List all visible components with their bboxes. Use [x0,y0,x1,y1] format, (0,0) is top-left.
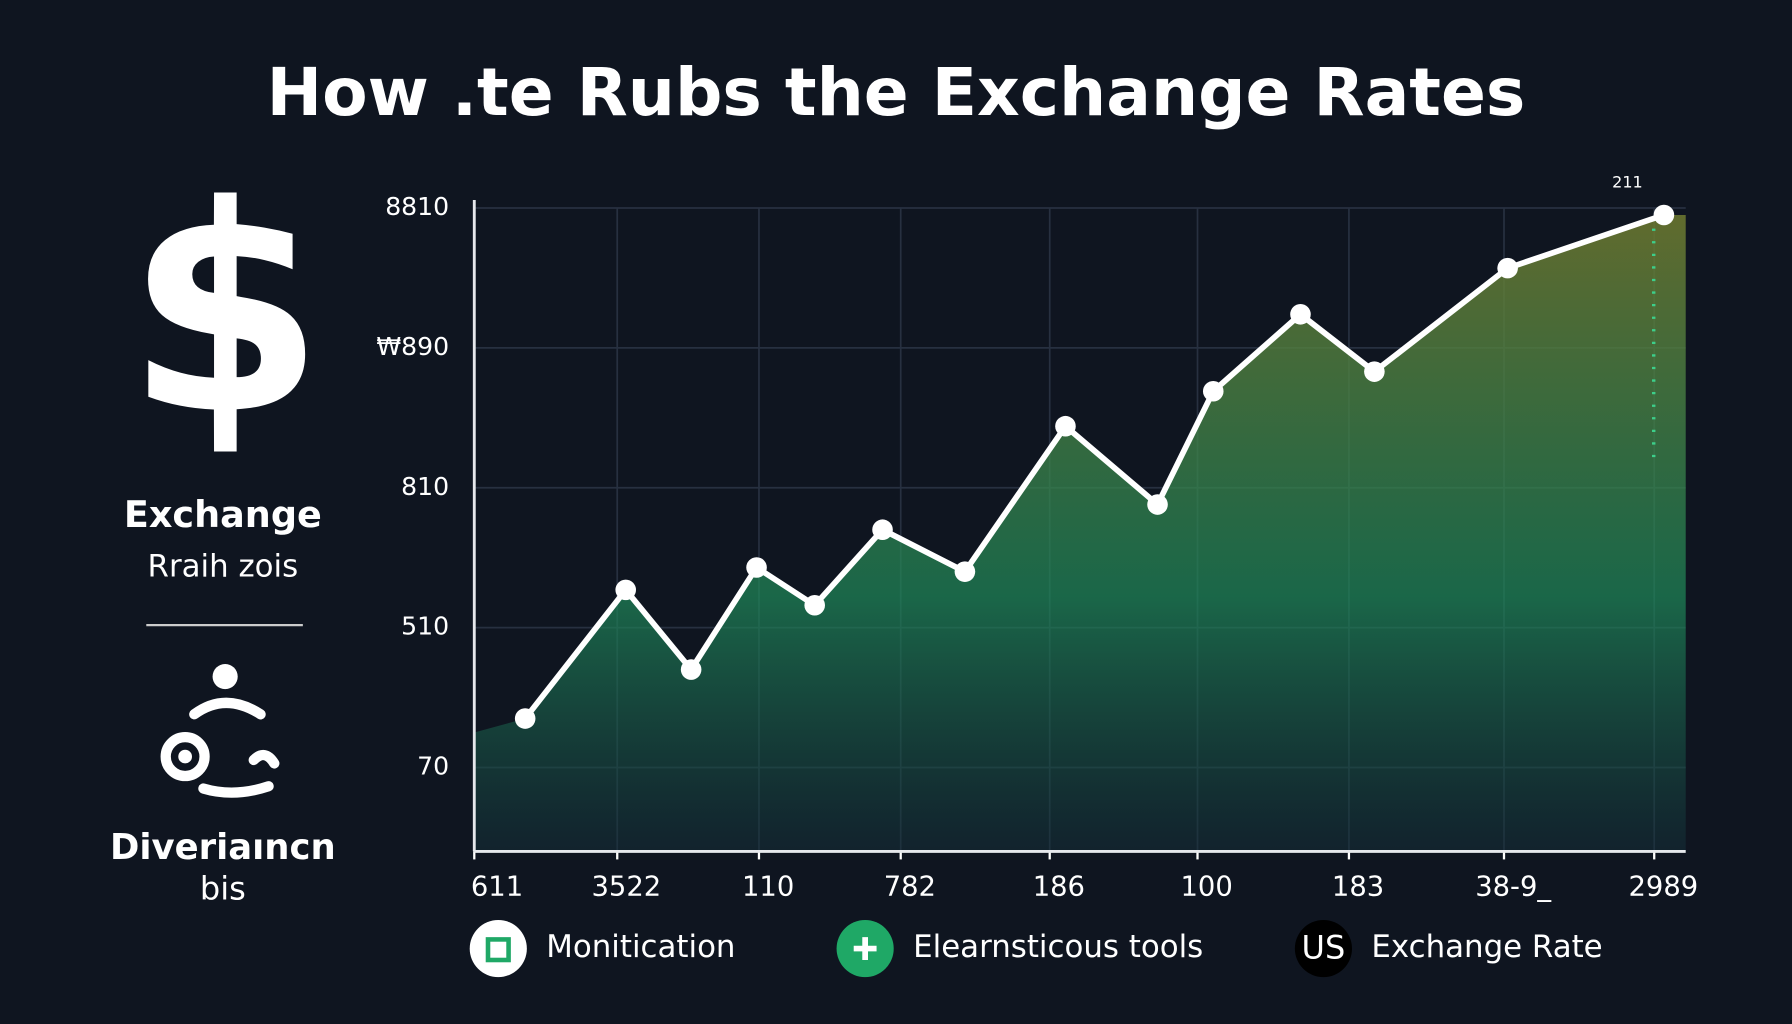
side-caption: Diveriaıncn [110,827,336,868]
legend-icon [469,920,527,978]
legend-icon-glyph [485,937,511,963]
dollar-symbol: $ [126,146,325,478]
point [872,519,893,540]
y-tick-label: 510 [401,612,449,641]
legend-label: Exchange Rate [1371,929,1602,965]
side-heading: Exchange [124,493,322,536]
point [1055,415,1076,437]
legend-icon-glyph [853,937,877,960]
annotation: 211 [1612,172,1643,191]
y-tick-label: 8810 [385,192,449,221]
legend-label: Elearnsticous tools [913,929,1203,965]
x-tick-label: 183 [1332,872,1384,903]
point [1147,494,1168,515]
x-tick-label: 3522 [592,872,662,903]
x-tick-label: 2989 [1628,872,1698,903]
point [514,708,536,729]
legend-icon [1294,920,1352,978]
y-tick-label: ₩890 [376,332,449,361]
y-tick-label: 70 [417,752,449,781]
point [804,594,825,616]
side-icon [160,664,280,798]
point [1653,204,1675,226]
x-tick-label: 186 [1033,872,1085,903]
point [1290,304,1311,325]
point [680,659,702,680]
x-tick-label: 38-9_ [1475,872,1551,903]
chart-title: How .te Rubs the Exchange Rates [267,53,1526,131]
side-subheading: Rraih zois [148,548,299,584]
side-caption: bis [200,869,246,907]
point [1364,361,1385,382]
point [746,557,767,578]
point [1497,257,1518,279]
x-tick-label: 611 [471,872,523,903]
x-tick-label: 100 [1180,872,1232,903]
line [522,212,1665,721]
x-tick-label: 110 [742,872,794,903]
point [954,561,976,582]
x-tick-label: 782 [884,872,936,903]
point [615,579,636,601]
legend-icon-text: US [1302,929,1346,967]
point [1202,380,1224,402]
y-tick-label: 810 [401,472,449,501]
legend-label: Monitication [546,929,735,965]
